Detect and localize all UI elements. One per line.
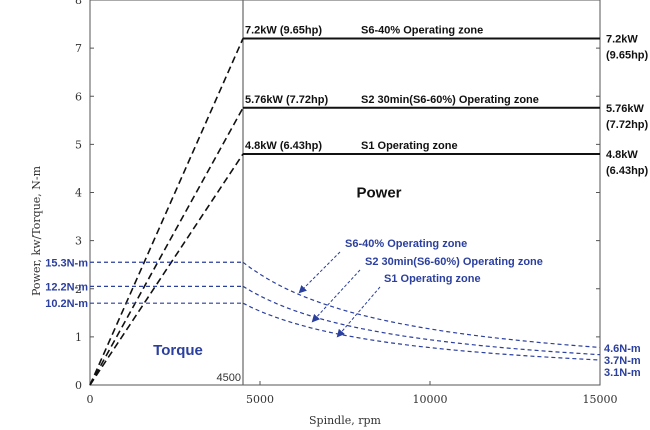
power-right-label: 7.2kW: [606, 34, 638, 46]
x-tick-label: 5000: [246, 393, 274, 406]
torque-zone-label: S6-40% Operating zone: [345, 238, 467, 250]
power-value-label: 4.8kW (6.43hp): [245, 140, 322, 152]
chart-marks: [89, 0, 601, 386]
torque-zone-arrow: [311, 269, 361, 323]
power-zone-label: S1 Operating zone: [361, 140, 458, 152]
power-zone-label: S2 30min(S6-60%) Operating zone: [361, 94, 539, 106]
y-axis-label: Power, kw/Torque, N-m: [30, 165, 43, 296]
torque-decay-line: [242, 261, 601, 349]
power-ramp-line: [89, 107, 244, 386]
y-tick-label: 4: [75, 187, 82, 200]
x-axis-label: Spindle, rpm: [309, 414, 382, 427]
torque-decay-line: [242, 302, 601, 361]
torque-zone-label: S1 Operating zone: [384, 273, 481, 285]
torque-decay-line: [242, 285, 601, 356]
power-zone-label: S6-40% Operating zone: [361, 25, 483, 37]
y-tick-label: 6: [75, 90, 82, 103]
plot-frame: [89, 0, 601, 386]
torque-left-label: 12.2N-m: [45, 281, 88, 293]
y-tick-label: 1: [75, 331, 82, 344]
x-tick-label: 10000: [413, 393, 448, 406]
torque-left-label: 10.2N-m: [45, 298, 88, 310]
torque-zone-arrow: [336, 286, 381, 338]
x-tick-label: 0: [87, 393, 94, 406]
y-tick-label: 8: [75, 0, 82, 7]
power-title: Power: [356, 184, 401, 201]
power-right-label: 4.8kW: [606, 149, 638, 161]
torque-zone-label: S2 30min(S6-60%) Operating zone: [365, 256, 543, 268]
torque-left-label: 15.3N-m: [45, 257, 88, 269]
power-right-label: 5.76kW: [606, 103, 645, 115]
power-right-hp-label: (7.72hp): [606, 119, 649, 131]
torque-right-label: 3.1N-m: [604, 367, 641, 379]
torque-right-label: 3.7N-m: [604, 355, 641, 367]
y-tick-label: 0: [75, 379, 82, 392]
torque-title: Torque: [153, 342, 203, 359]
x-tick-label: 15000: [583, 393, 618, 406]
power-value-label: 5.76kW (7.72hp): [245, 94, 328, 106]
base-speed-label: 4500: [217, 372, 241, 384]
power-right-hp-label: (6.43hp): [606, 165, 649, 177]
power-right-hp-label: (9.65hp): [606, 50, 649, 62]
torque-right-label: 4.6N-m: [604, 343, 641, 355]
y-tick-label: 2: [75, 283, 82, 296]
power-ramp-line: [89, 153, 244, 386]
y-tick-label: 3: [75, 235, 82, 248]
power-value-label: 7.2kW (9.65hp): [245, 25, 322, 37]
axes: 0 1 2 3 4 5 6 7 8 0 5000 10000 15000: [75, 0, 618, 406]
y-tick-label: 5: [75, 138, 82, 151]
power-ramp-line: [89, 38, 244, 386]
torque-zone-arrow: [298, 251, 341, 294]
y-tick-label: 7: [75, 42, 82, 55]
